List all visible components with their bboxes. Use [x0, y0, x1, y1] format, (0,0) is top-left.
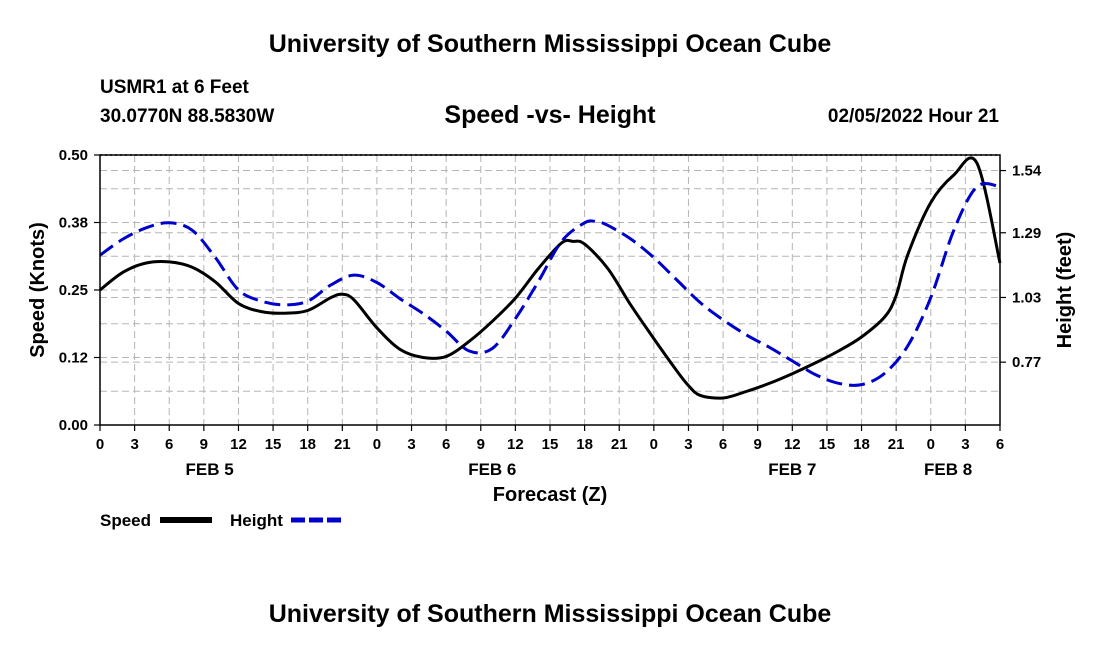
- date-label: FEB 6: [468, 460, 516, 479]
- y2-tick-label: 1.54: [1012, 163, 1042, 180]
- x-tick-label: 6: [165, 436, 173, 453]
- y2-tick-label: 1.03: [1012, 289, 1041, 306]
- y-tick-label: 0.25: [59, 282, 88, 299]
- y-tick-label: 0.50: [59, 147, 88, 164]
- x-tick-label: 12: [784, 436, 801, 453]
- y2-tick-label: 0.77: [1012, 354, 1041, 371]
- speed-vs-height-chart: 0 3 6 9 12 15 18 21 0 3 6 9 12 15 18 21 0 3 6 9 12 15 18 21 0 3 6 0…: [27, 147, 1076, 530]
- forecast-datestamp: 02/05/2022 Hour 21: [827, 106, 999, 127]
- gridlines: [100, 155, 1000, 425]
- x-tick-label: 6: [442, 436, 450, 453]
- x-tick-label: 21: [334, 436, 351, 453]
- x-tick-label: 15: [819, 436, 836, 453]
- height-series-line: [99, 182, 1001, 387]
- axes: 0 3 6 9 12 15 18 21 0 3 6 9 12 15 18 21 0 3 6 9 12 15 18 21 0 3 6 0…: [59, 147, 1042, 479]
- x-tick-label: 15: [542, 436, 559, 453]
- x-tick-label: 6: [719, 436, 727, 453]
- legend: Speed Height: [100, 511, 342, 530]
- series-layer: [99, 156, 1002, 400]
- main-title: University of Southern Mississippi Ocean…: [268, 30, 832, 58]
- x-tick-label: 15: [265, 436, 282, 453]
- x-tick-label: 3: [130, 436, 138, 453]
- x-tick-label: 9: [477, 436, 485, 453]
- date-label: FEB 7: [768, 460, 816, 479]
- y-tick-label: 0.00: [59, 417, 88, 434]
- x-tick-label: 18: [853, 436, 870, 453]
- x-tick-label: 18: [299, 436, 316, 453]
- x-tick-label: 12: [230, 436, 247, 453]
- y2-axis-label: Height (feet): [1054, 232, 1076, 349]
- y-axis-label: Speed (Knots): [27, 222, 49, 358]
- station-label: USMR1 at 6 Feet: [100, 77, 249, 98]
- x-axis-label: Forecast (Z): [493, 484, 607, 506]
- date-label: FEB 8: [924, 460, 972, 479]
- x-tick-label: 0: [373, 436, 381, 453]
- speed-series-line: [99, 156, 1002, 400]
- footer-title: University of Southern Mississippi Ocean…: [268, 600, 832, 628]
- legend-speed-label: Speed: [100, 511, 151, 530]
- legend-height-label: Height: [230, 511, 283, 530]
- x-tick-label: 0: [927, 436, 935, 453]
- x-tick-label: 3: [407, 436, 415, 453]
- y2-tick-label: 1.29: [1012, 225, 1041, 242]
- y-tick-label: 0.12: [59, 350, 88, 367]
- x-tick-label: 9: [754, 436, 762, 453]
- x-tick-label: 3: [961, 436, 969, 453]
- x-tick-label: 12: [507, 436, 524, 453]
- x-tick-label: 3: [684, 436, 692, 453]
- chart-subtitle: Speed -vs- Height: [444, 101, 656, 129]
- date-label: FEB 5: [186, 460, 234, 479]
- coordinates-label: 30.0770N 88.5830W: [100, 106, 275, 127]
- x-tick-label: 6: [996, 436, 1004, 453]
- y-tick-label: 0.38: [59, 215, 88, 232]
- x-tick-label: 9: [200, 436, 208, 453]
- x-tick-label: 18: [576, 436, 593, 453]
- x-tick-label: 0: [650, 436, 658, 453]
- x-tick-label: 0: [96, 436, 104, 453]
- x-tick-label: 21: [888, 436, 905, 453]
- x-tick-label: 21: [611, 436, 628, 453]
